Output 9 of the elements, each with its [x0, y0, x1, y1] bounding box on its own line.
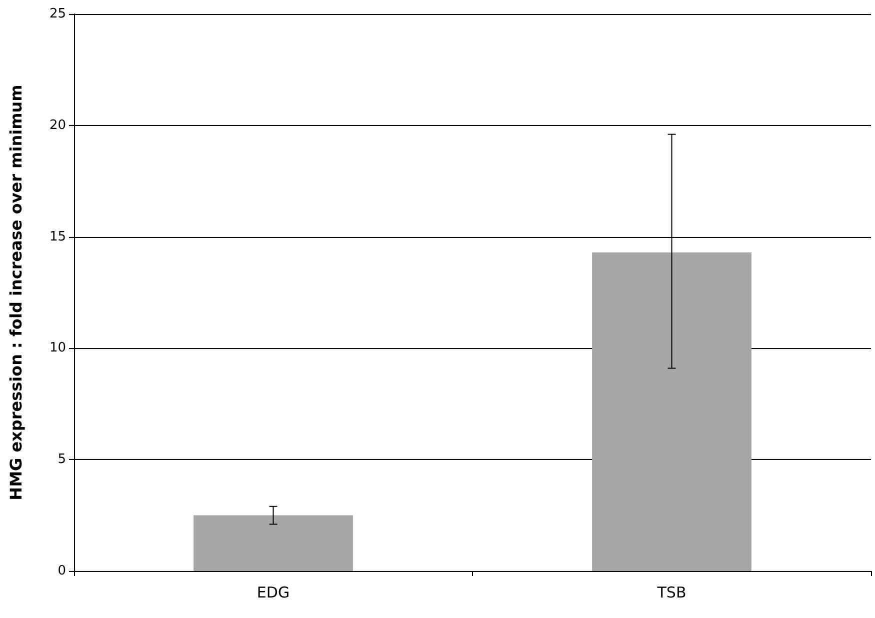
y-tick-label: 20 — [49, 118, 66, 133]
y-tick-label: 15 — [49, 229, 66, 244]
y-tick-label: 5 — [58, 452, 66, 468]
y-tick-label: 10 — [49, 340, 66, 356]
x-tick-label: EDG — [256, 584, 290, 602]
y-tick-label: 25 — [49, 6, 66, 22]
x-tick-label: TSB — [656, 584, 686, 602]
y-axis-title: HMG expression : fold increase over minimum — [6, 84, 26, 500]
y-tick-label: 0 — [58, 564, 66, 578]
